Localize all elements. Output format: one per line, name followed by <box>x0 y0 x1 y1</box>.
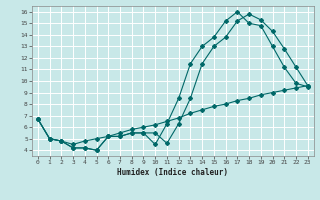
X-axis label: Humidex (Indice chaleur): Humidex (Indice chaleur) <box>117 168 228 177</box>
